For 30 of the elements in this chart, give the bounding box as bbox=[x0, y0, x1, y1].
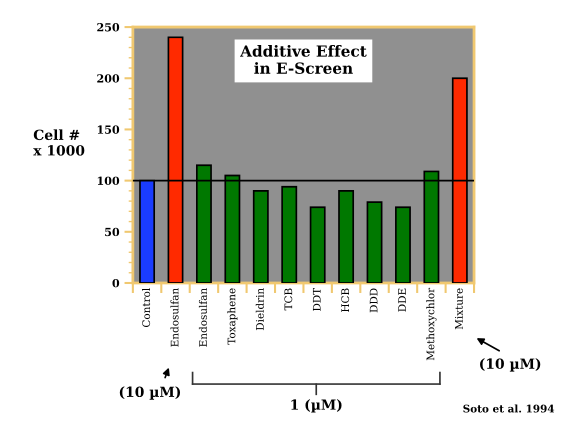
bar bbox=[281, 186, 298, 283]
text: Additive Effect in E-Screen bbox=[240, 44, 367, 74]
x-tick-label: Endosulfan bbox=[198, 288, 207, 347]
x-tick-label: Toxaphene bbox=[227, 288, 238, 345]
text: Soto et al. 1994 bbox=[463, 404, 554, 413]
bar bbox=[395, 206, 411, 283]
text: 1 (µM) bbox=[291, 399, 342, 413]
x-tick-label: Methoxychlor bbox=[426, 288, 437, 360]
bar bbox=[310, 206, 326, 283]
bar bbox=[366, 201, 382, 283]
y-tick-label: 150 bbox=[98, 125, 120, 134]
x-tick-label: DDE bbox=[398, 288, 406, 312]
x-tick-label: DDD bbox=[370, 288, 378, 312]
x-tick-label: Control bbox=[142, 288, 150, 327]
x-tick-label: HCB bbox=[341, 288, 350, 312]
y-axis-title: Cell # x 1000 bbox=[33, 129, 84, 156]
text: (10 µM) bbox=[120, 386, 180, 400]
bar bbox=[252, 190, 269, 283]
y-tick-label: 200 bbox=[97, 74, 120, 83]
bar bbox=[338, 190, 354, 283]
y-tick-label: 50 bbox=[105, 228, 120, 236]
x-tick-label: TCB bbox=[284, 288, 292, 310]
x-tick-label: Dieldrin bbox=[256, 288, 264, 330]
y-tick-label: 250 bbox=[97, 23, 120, 32]
x-tick-label: Mixture bbox=[455, 288, 463, 330]
x-tick-label: DDT bbox=[312, 288, 321, 311]
y-tick-label: 0 bbox=[112, 278, 120, 288]
text: (10 µM) bbox=[480, 358, 540, 372]
x-tick-label: Endosulfan bbox=[170, 288, 179, 347]
y-tick-label: 100 bbox=[98, 176, 120, 185]
